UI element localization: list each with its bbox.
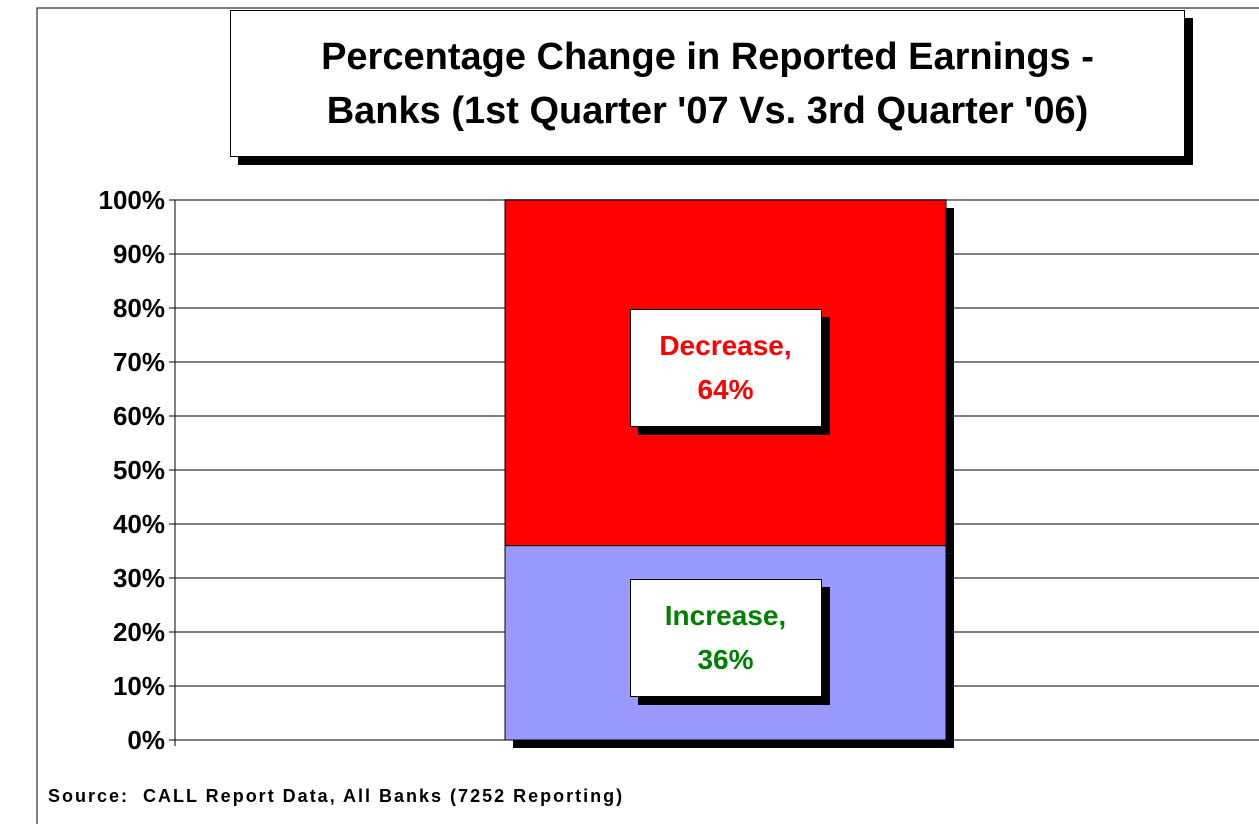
y-tick-label: 80% xyxy=(113,293,165,323)
y-tick-label: 30% xyxy=(113,563,165,593)
y-tick-label: 100% xyxy=(99,185,166,215)
y-tick-label: 90% xyxy=(113,239,165,269)
frame xyxy=(36,7,1259,824)
y-tick-label: 0% xyxy=(127,725,165,755)
y-tick-label: 70% xyxy=(113,347,165,377)
data-label: Increase, 36% xyxy=(629,578,822,697)
y-tick-label: 60% xyxy=(113,401,165,431)
y-tick-label: 20% xyxy=(113,617,165,647)
y-tick-label: 50% xyxy=(113,455,165,485)
y-tick-label: 10% xyxy=(113,671,165,701)
chart-title: Percentage Change in Reported Earnings -… xyxy=(230,10,1185,157)
y-tick-label: 40% xyxy=(113,509,165,539)
data-label: Decrease, 64% xyxy=(629,308,822,427)
source-note: Source: CALL Report Data, All Banks (725… xyxy=(48,786,625,806)
